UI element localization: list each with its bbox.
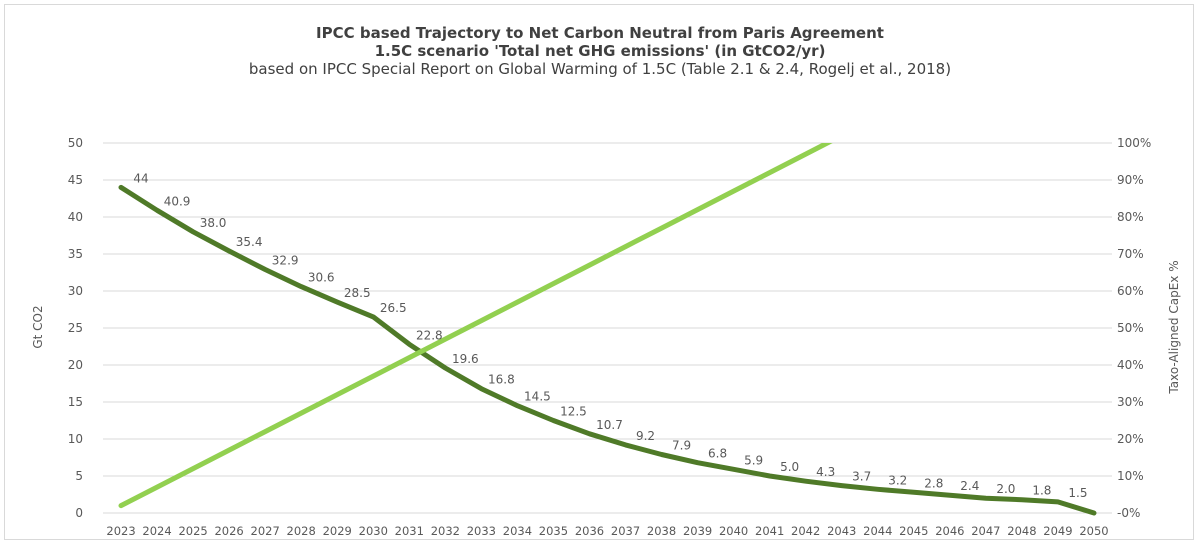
data-label: 6.8 — [708, 447, 727, 461]
x-tick-label: 2026 — [214, 524, 243, 538]
data-label: 35.4 — [236, 235, 263, 249]
y-tick-label: 30 — [68, 284, 83, 298]
right-axis-ticks: -0% 10% 20% 30% 40% 50% 60% 70% 80% 90% 100% — [1117, 136, 1151, 520]
y2-axis-label: Taxo-Aligned CapEx % — [1167, 260, 1181, 394]
chart-titles: IPCC based Trajectory to Net Carbon Neut… — [0, 24, 1200, 79]
x-tick-label: 2036 — [575, 524, 604, 538]
data-labels: 44 40.9 38.0 35.4 32.9 30.6 28.5 26.5 22.8 19.6 16… — [133, 171, 1087, 500]
x-tick-label: 2041 — [755, 524, 784, 538]
x-tick-label: 2048 — [1007, 524, 1036, 538]
y2-tick-label: 90% — [1117, 173, 1144, 187]
data-label: 1.8 — [1032, 484, 1051, 498]
x-tick-label: 2024 — [142, 524, 171, 538]
y2-tick-label: 10% — [1117, 469, 1144, 483]
x-tick-label: 2047 — [971, 524, 1000, 538]
y-tick-label: 45 — [68, 173, 83, 187]
data-label: 2.4 — [960, 479, 979, 493]
x-tick-label: 2050 — [1079, 524, 1108, 538]
x-tick-label: 2049 — [1043, 524, 1072, 538]
y2-tick-label: 30% — [1117, 395, 1144, 409]
data-label: 28.5 — [344, 286, 371, 300]
chart-title-line2: 1.5C scenario 'Total net GHG emissions' … — [374, 42, 826, 60]
chart-subtitle: based on IPCC Special Report on Global W… — [248, 60, 952, 78]
data-label: 5.0 — [780, 460, 799, 474]
y-tick-label: 10 — [68, 432, 83, 446]
data-label: 38.0 — [200, 216, 227, 230]
x-tick-label: 2045 — [899, 524, 928, 538]
x-tick-label: 2029 — [323, 524, 352, 538]
data-label: 32.9 — [272, 254, 299, 268]
x-tick-label: 2046 — [935, 524, 964, 538]
data-label: 12.5 — [560, 405, 587, 419]
y-tick-label: 25 — [68, 321, 83, 335]
x-tick-label: 2034 — [503, 524, 532, 538]
data-label: 2.8 — [924, 476, 943, 490]
data-label: 3.7 — [852, 470, 871, 484]
x-tick-label: 2025 — [178, 524, 207, 538]
data-label: 2.0 — [996, 482, 1015, 496]
x-tick-label: 2030 — [359, 524, 388, 538]
data-label: 16.8 — [488, 373, 515, 387]
x-tick-label: 2037 — [611, 524, 640, 538]
x-tick-label: 2027 — [251, 524, 280, 538]
x-tick-label: 2039 — [683, 524, 712, 538]
series-line-1 — [118, 184, 1097, 516]
data-label: 40.9 — [164, 194, 191, 208]
x-tick-label: 2043 — [827, 524, 856, 538]
y2-tick-label: 40% — [1117, 358, 1144, 372]
data-label: 4.3 — [816, 465, 835, 479]
x-axis-ticks: 2023 2024 2025 2026 2027 2028 2029 2030 2031 2032… — [106, 524, 1108, 538]
x-tick-label: 2023 — [106, 524, 135, 538]
x-tick-label: 2042 — [791, 524, 820, 538]
data-label: 1.5 — [1068, 486, 1087, 500]
y-axis-label: Gt CO2 — [31, 305, 45, 348]
y2-tick-label: 80% — [1117, 210, 1144, 224]
y2-tick-label: 50% — [1117, 321, 1144, 335]
left-axis-ticks: 0 5 10 15 20 25 30 35 40 45 50 — [68, 136, 83, 520]
x-tick-label: 2040 — [719, 524, 748, 538]
gridlines — [103, 142, 1112, 514]
data-label: 19.6 — [452, 352, 479, 366]
data-label: 30.6 — [308, 271, 335, 285]
x-tick-label: 2028 — [287, 524, 316, 538]
y2-tick-label: 60% — [1117, 284, 1144, 298]
data-label: 44 — [133, 171, 148, 185]
series-lines — [118, 143, 1097, 516]
y2-tick-label: 100% — [1117, 136, 1151, 150]
chart-title: IPCC based Trajectory to Net Carbon Neut… — [316, 24, 884, 42]
data-label: 3.2 — [888, 473, 907, 487]
data-label: 14.5 — [524, 390, 551, 404]
data-label: 7.9 — [672, 439, 691, 453]
y-tick-label: 0 — [75, 506, 83, 520]
y-tick-label: 15 — [68, 395, 83, 409]
y2-tick-label: 20% — [1117, 432, 1144, 446]
y-tick-label: 50 — [68, 136, 83, 150]
y2-tick-label: 70% — [1117, 247, 1144, 261]
x-tick-label: 2035 — [539, 524, 568, 538]
data-label: 10.7 — [596, 418, 623, 432]
data-label: 5.9 — [744, 453, 763, 467]
x-tick-label: 2044 — [863, 524, 892, 538]
x-tick-label: 2032 — [431, 524, 460, 538]
y-tick-label: 20 — [68, 358, 83, 372]
x-tick-label: 2033 — [467, 524, 496, 538]
y-tick-label: 40 — [68, 210, 83, 224]
data-label: 9.2 — [636, 429, 655, 443]
x-tick-label: 2031 — [395, 524, 424, 538]
y-tick-label: 35 — [68, 247, 83, 261]
series-line-2 — [118, 143, 833, 509]
x-tick-label: 2038 — [647, 524, 676, 538]
chart-frame — [4, 4, 1194, 540]
y-tick-label: 5 — [75, 469, 83, 483]
data-label: 26.5 — [380, 301, 407, 315]
y2-tick-label: -0% — [1117, 506, 1140, 520]
data-label: 22.8 — [416, 328, 443, 342]
